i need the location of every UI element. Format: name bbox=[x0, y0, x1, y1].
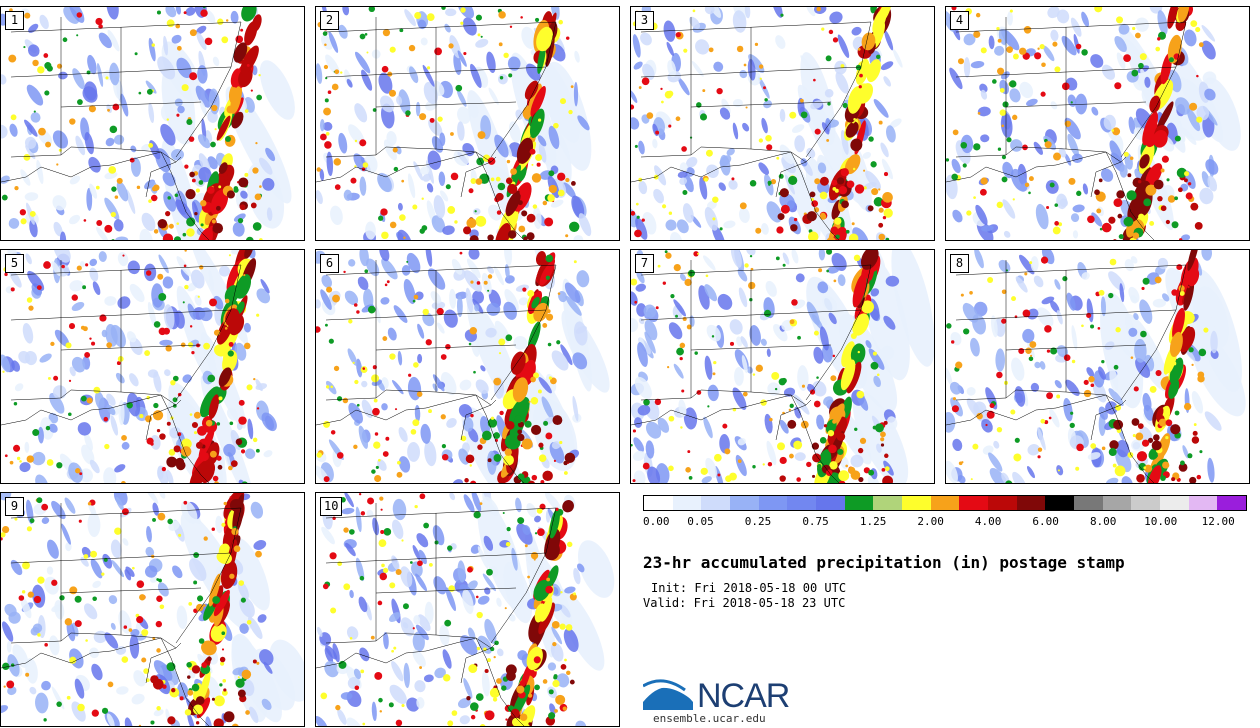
colorbar-swatch bbox=[1188, 496, 1218, 510]
colorbar-swatch bbox=[787, 496, 817, 510]
colorbar-tick-label: 0.05 bbox=[687, 515, 714, 528]
colorbar-tick-label: 0.25 bbox=[744, 515, 772, 528]
colorbar-swatch bbox=[758, 496, 788, 510]
logo-text: NCAR bbox=[697, 677, 790, 715]
colorbar-tick-label: 12.00 bbox=[1201, 515, 1235, 528]
colorbar-tick-label: 8.00 bbox=[1089, 515, 1117, 528]
precip-map bbox=[1, 493, 304, 726]
member-number-label: 6 bbox=[320, 254, 339, 273]
ensemble-member-panel: 2 bbox=[315, 6, 620, 241]
colorbar-swatch bbox=[1074, 496, 1103, 510]
ensemble-member-panel: 9 bbox=[0, 492, 305, 727]
precip-map bbox=[1, 250, 277, 483]
colorbar-tick-label: 0.00 bbox=[643, 515, 670, 528]
ensemble-member-panel: 7 bbox=[630, 249, 935, 484]
logo-url: ensemble.ucar.edu bbox=[653, 712, 766, 725]
member-number-label: 7 bbox=[635, 254, 654, 273]
member-number-label: 4 bbox=[950, 11, 969, 30]
member-number-label: 3 bbox=[635, 11, 654, 30]
colorbar-tick-label: 6.00 bbox=[1032, 515, 1059, 528]
member-number-label: 2 bbox=[320, 11, 339, 30]
member-number-label: 9 bbox=[5, 497, 24, 516]
colorbar-swatch bbox=[730, 496, 759, 510]
colorbar-swatch bbox=[1045, 496, 1075, 510]
precip-map bbox=[316, 7, 592, 240]
ensemble-member-panel: 1 bbox=[0, 6, 305, 241]
colorbar-swatch bbox=[701, 496, 731, 510]
colorbar-swatch bbox=[930, 496, 960, 510]
precip-map bbox=[316, 250, 610, 483]
member-number-label: 8 bbox=[950, 254, 969, 273]
precip-map bbox=[631, 250, 934, 483]
precip-map bbox=[1, 7, 295, 240]
colorbar-tick-label: 0.75 bbox=[802, 515, 829, 528]
colorbar-swatch bbox=[1160, 496, 1189, 510]
colorbar-swatch bbox=[816, 496, 845, 510]
member-number-label: 1 bbox=[5, 11, 24, 30]
ensemble-member-panel: 3 bbox=[630, 6, 935, 241]
ncar-logo-icon bbox=[643, 679, 693, 710]
colorbar-swatch bbox=[873, 496, 903, 510]
ensemble-member-panel: 6 bbox=[315, 249, 620, 484]
member-number-label: 5 bbox=[5, 254, 24, 273]
ensemble-member-panel: 5 bbox=[0, 249, 305, 484]
member-number-label: 10 bbox=[320, 497, 343, 516]
ensemble-member-panel: 4 bbox=[945, 6, 1250, 241]
colorbar-tick-label: 4.00 bbox=[974, 515, 1002, 528]
colorbar-swatch bbox=[644, 496, 673, 510]
colorbar-swatch bbox=[1102, 496, 1132, 510]
precip-map bbox=[316, 493, 615, 726]
colorbar-tick-labels: 0.00 0.05 0.25 0.75 1.25 2.00 4.00 6.00 8.00 10.0… bbox=[643, 515, 1247, 529]
colorbar-tick-label: 2.00 bbox=[917, 515, 944, 528]
colorbar-tick-label: 10.00 bbox=[1144, 515, 1178, 528]
colorbar-swatch bbox=[1217, 496, 1247, 510]
precip-map bbox=[631, 7, 903, 240]
colorbar-swatch bbox=[902, 496, 931, 510]
colorbar-swatch bbox=[1016, 496, 1046, 510]
ensemble-member-panel: 10 bbox=[315, 492, 620, 727]
colorbar-swatch bbox=[988, 496, 1017, 510]
colorbar-tick-label: 1.25 bbox=[859, 515, 887, 528]
init-time: Init: Fri 2018-05-18 00 UTC bbox=[651, 581, 847, 595]
colorbar-swatch bbox=[672, 496, 702, 510]
precip-map bbox=[946, 250, 1246, 483]
colorbar-swatch bbox=[844, 496, 874, 510]
precipitation-colorbar bbox=[643, 495, 1247, 511]
precip-map bbox=[946, 7, 1241, 240]
figure-title: 23-hr accumulated precipitation (in) pos… bbox=[643, 553, 1125, 572]
colorbar-swatch bbox=[1131, 496, 1161, 510]
valid-time: Valid: Fri 2018-05-18 23 UTC bbox=[643, 596, 846, 610]
ensemble-member-panel: 8 bbox=[945, 249, 1250, 484]
colorbar-swatch bbox=[959, 496, 989, 510]
